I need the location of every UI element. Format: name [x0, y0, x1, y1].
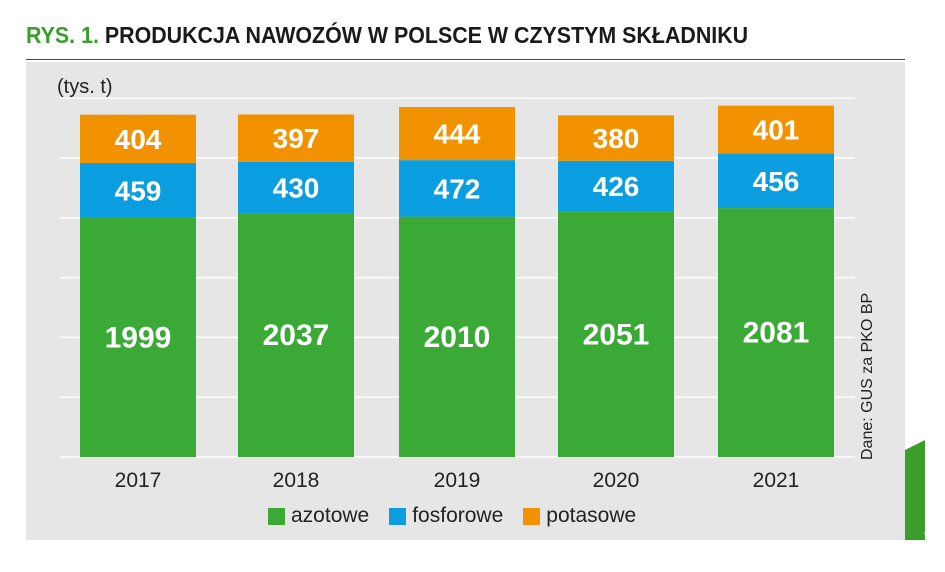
legend-swatch-azotowe — [268, 507, 285, 525]
bar-fosforowe-2018 — [238, 161, 354, 214]
data-label-potasowe-2018: 397 — [273, 123, 320, 154]
data-label-azotowe-2019: 2010 — [424, 321, 491, 354]
bar-azotowe-2017 — [80, 217, 196, 457]
bar-fosforowe-2020 — [558, 160, 674, 212]
chart-title: RYS. 1. PRODUKCJA NAWOZÓW W POLSCE W CZY… — [26, 22, 748, 49]
bar-azotowe-2019 — [399, 216, 515, 457]
bar-fosforowe-2019 — [399, 160, 515, 217]
x-tick-label-2018: 2018 — [273, 469, 320, 492]
data-label-fosforowe-2020: 426 — [593, 171, 640, 202]
legend-item-fosforowe: fosforowe — [389, 504, 503, 528]
legend-label-potasowe: potasowe — [546, 504, 637, 527]
legend-label-azotowe: azotowe — [291, 504, 370, 527]
figure-title: PRODUKCJA NAWOZÓW W POLSCE W CZYSTYM SKŁ… — [104, 22, 749, 48]
bar-potasowe-2019 — [399, 107, 515, 161]
bar-fosforowe-2017 — [80, 163, 196, 218]
unit-label: (tys. t) — [57, 76, 113, 98]
legend: azotowe fosforowe potasowe — [268, 504, 636, 528]
figure-number: RYS. 1. — [26, 22, 99, 48]
bar-azotowe-2021 — [718, 208, 834, 457]
data-label-potasowe-2020: 380 — [593, 123, 640, 154]
legend-item-potasowe: potasowe — [523, 504, 636, 528]
legend-item-azotowe: azotowe — [268, 504, 369, 528]
x-tick-label-2017: 2017 — [115, 469, 162, 492]
data-label-fosforowe-2019: 472 — [434, 173, 481, 204]
data-label-potasowe-2021: 401 — [753, 115, 800, 146]
title-rule — [26, 59, 905, 60]
data-label-potasowe-2017: 404 — [115, 124, 162, 155]
data-label-azotowe-2018: 2037 — [263, 319, 330, 352]
bar-azotowe-2018 — [238, 213, 354, 457]
bar-potasowe-2021 — [718, 105, 834, 154]
x-tick-label-2020: 2020 — [593, 469, 640, 492]
data-label-azotowe-2017: 1999 — [105, 321, 172, 354]
data-label-azotowe-2021: 2081 — [743, 317, 810, 350]
logo-text: © top agrar — [922, 473, 936, 538]
legend-label-fosforowe: fosforowe — [412, 504, 504, 527]
bar-potasowe-2020 — [558, 115, 674, 161]
source-label: Dane: GUS za PKO BP — [859, 292, 876, 460]
bar-fosforowe-2021 — [718, 153, 834, 209]
data-label-fosforowe-2018: 430 — [273, 173, 320, 204]
data-label-fosforowe-2017: 459 — [115, 175, 162, 206]
data-label-fosforowe-2021: 456 — [753, 166, 800, 197]
bar-potasowe-2018 — [238, 114, 354, 162]
data-label-potasowe-2019: 444 — [434, 119, 481, 150]
legend-swatch-fosforowe — [389, 507, 407, 525]
x-tick-label-2019: 2019 — [434, 469, 481, 492]
x-tick-label-2021: 2021 — [753, 469, 800, 492]
top-agrar-logo — [905, 440, 925, 540]
legend-swatch-potasowe — [523, 507, 541, 525]
bar-azotowe-2020 — [558, 211, 674, 457]
bar-potasowe-2017 — [80, 114, 196, 164]
data-label-azotowe-2020: 2051 — [583, 318, 650, 351]
